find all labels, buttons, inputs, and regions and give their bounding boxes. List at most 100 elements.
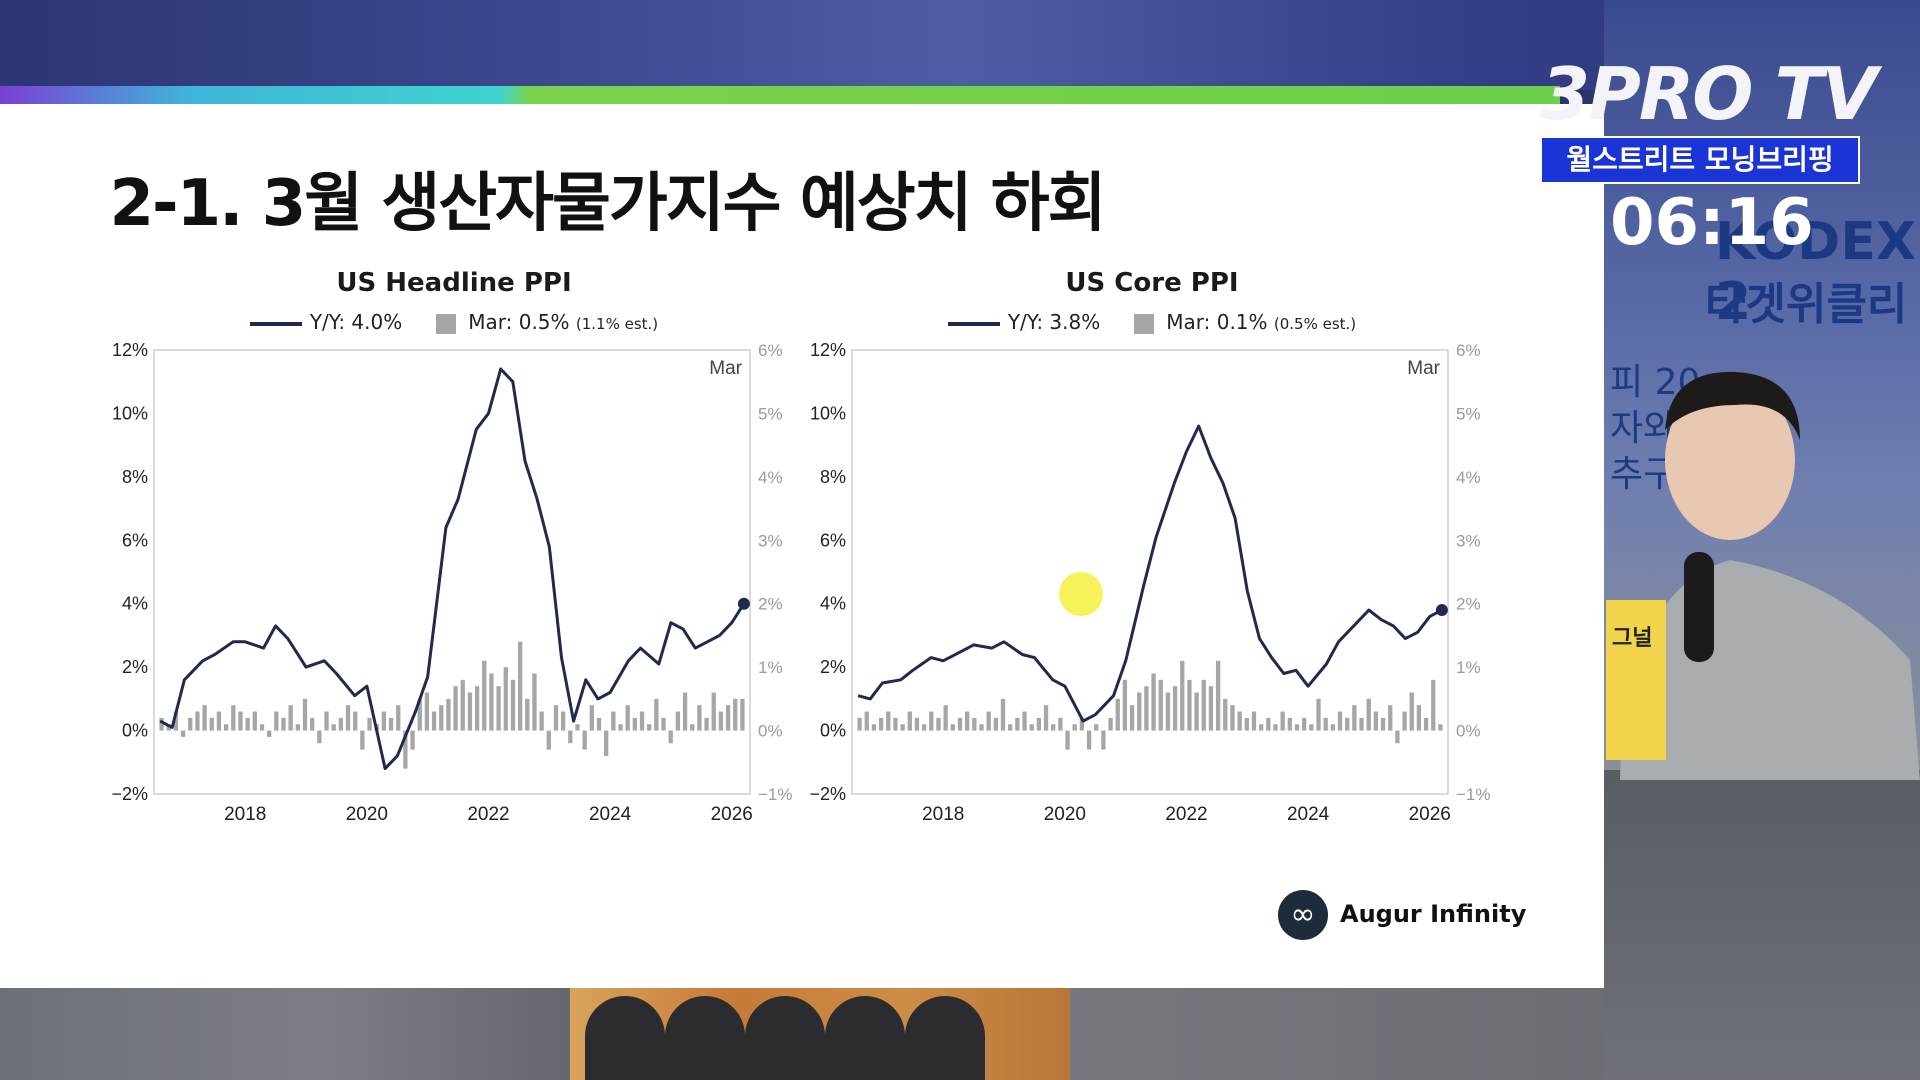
studio-desk xyxy=(1604,770,1920,1080)
mom-bar xyxy=(560,711,566,731)
source-logo: ∞ Augur Infinity xyxy=(1278,890,1578,946)
left-axis-tick-label: 12% xyxy=(810,342,846,360)
mom-bar xyxy=(718,711,724,731)
mom-bar xyxy=(1094,724,1099,731)
mom-bar xyxy=(957,717,963,731)
mom-bar xyxy=(704,717,709,731)
chart-legend: Y/Y: 4.0% Mar: 0.5% (1.1% est.) xyxy=(104,310,804,334)
mom-bar xyxy=(496,686,501,731)
right-axis-tick-label: 0% xyxy=(1456,722,1481,741)
mom-bar xyxy=(733,698,738,731)
mom-bar xyxy=(482,660,487,731)
mom-bar xyxy=(1108,717,1113,731)
plot-frame xyxy=(153,349,751,795)
mom-bar xyxy=(625,705,630,731)
mom-bar xyxy=(1008,724,1013,731)
mom-bar xyxy=(331,724,336,731)
mom-bar xyxy=(596,717,602,731)
mom-bar xyxy=(1051,724,1056,731)
right-axis-tick-label: 6% xyxy=(1456,342,1481,360)
mom-bar xyxy=(1022,711,1027,731)
mom-bar xyxy=(914,717,920,731)
mom-bar xyxy=(202,705,207,731)
mom-bar xyxy=(943,705,948,731)
mom-bar xyxy=(274,711,279,731)
slide-title: 2-1. 3월 생산자물가지수 예상치 하회 xyxy=(109,167,1106,241)
x-axis-tick-label: 2024 xyxy=(1287,804,1330,822)
mom-bar xyxy=(878,717,884,731)
mom-bar xyxy=(1345,717,1350,731)
mom-bar xyxy=(259,724,265,731)
chart-title: US Core PPI xyxy=(1065,268,1239,298)
mom-bar xyxy=(338,717,344,731)
right-axis-tick-label: 3% xyxy=(1456,531,1481,550)
mom-bar xyxy=(1330,724,1336,731)
mom-bar xyxy=(1302,717,1307,731)
mom-bar xyxy=(1101,730,1106,750)
mom-bar xyxy=(431,711,437,731)
mom-bar xyxy=(417,698,422,731)
chart-plot: 12% 10% 8% 6% 4% 2% 0% −2% 6% 5% 4% 3% 2% 1% 0% −1% 2018… xyxy=(111,342,792,822)
mom-bar xyxy=(647,724,652,731)
mom-bar xyxy=(295,724,300,731)
mom-bar xyxy=(986,711,991,731)
mom-bar xyxy=(1380,717,1386,731)
mom-bar xyxy=(396,705,401,731)
source-logo-text: Augur Infinity xyxy=(1340,900,1527,928)
mom-bar xyxy=(453,686,458,731)
last-point-marker xyxy=(1435,604,1448,617)
mom-bar xyxy=(517,641,523,731)
mom-bar xyxy=(857,717,862,731)
mom-bar xyxy=(510,679,516,731)
mom-bar xyxy=(403,730,408,769)
mom-bar xyxy=(1215,660,1221,731)
mom-bar xyxy=(460,679,465,731)
mom-bar xyxy=(525,698,530,731)
mom-bar xyxy=(618,724,623,731)
mom-bar xyxy=(1337,711,1343,731)
mom-bar xyxy=(503,667,508,731)
mom-bar xyxy=(871,724,877,731)
right-axis-tick-label: 5% xyxy=(1456,404,1481,423)
left-axis-tick-label: 4% xyxy=(820,594,846,614)
mom-bar xyxy=(317,730,322,744)
mom-bar xyxy=(446,698,451,731)
mom-bar xyxy=(1115,698,1120,731)
chart-legend: Y/Y: 3.8% Mar: 0.1% (0.5% est.) xyxy=(802,310,1502,334)
mom-bar xyxy=(1065,730,1070,750)
mom-bar xyxy=(1043,705,1049,731)
chart-plot: 12% 10% 8% 6% 4% 2% 0% −2% 6% 5% 4% 3% 2% 1% 0% −1% 2018… xyxy=(809,342,1490,822)
mom-bar xyxy=(266,730,272,737)
chart-annotation: Mar xyxy=(1407,358,1440,379)
mom-bar xyxy=(1266,717,1271,731)
mom-bar xyxy=(1323,717,1328,731)
mom-bar xyxy=(900,724,905,731)
mom-bar xyxy=(223,724,229,731)
mom-bar xyxy=(1079,717,1085,731)
right-axis-tick-label: 4% xyxy=(1456,468,1481,487)
mom-bar xyxy=(1352,705,1357,731)
mom-bar xyxy=(725,705,731,731)
mom-bar xyxy=(166,724,171,731)
x-axis-tick-label: 2026 xyxy=(1409,804,1451,822)
left-axis-tick-label: 4% xyxy=(122,594,148,614)
presentation-slide: 2-1. 3월 생산자물가지수 예상치 하회 US Headline PPI Y… xyxy=(0,104,1604,988)
mom-bar xyxy=(188,717,193,731)
chart-annotation: Mar xyxy=(709,358,742,379)
mom-bar xyxy=(381,711,387,731)
mom-bar xyxy=(245,717,250,731)
mom-bar xyxy=(1000,698,1006,731)
mom-bar xyxy=(1402,711,1407,731)
mom-bar xyxy=(1423,717,1429,731)
mom-bar xyxy=(1194,692,1199,731)
left-axis-tick-label: 6% xyxy=(122,530,148,550)
left-axis-tick-label: 2% xyxy=(820,657,846,677)
mom-bar xyxy=(993,717,998,731)
right-axis-tick-label: 2% xyxy=(1456,595,1481,614)
mom-bar xyxy=(1316,698,1321,731)
mom-bar xyxy=(1165,692,1171,731)
left-axis-tick-label: 6% xyxy=(820,530,846,550)
mom-bar xyxy=(180,730,186,737)
right-axis-tick-label: 3% xyxy=(758,531,783,550)
mom-bar xyxy=(360,730,365,750)
